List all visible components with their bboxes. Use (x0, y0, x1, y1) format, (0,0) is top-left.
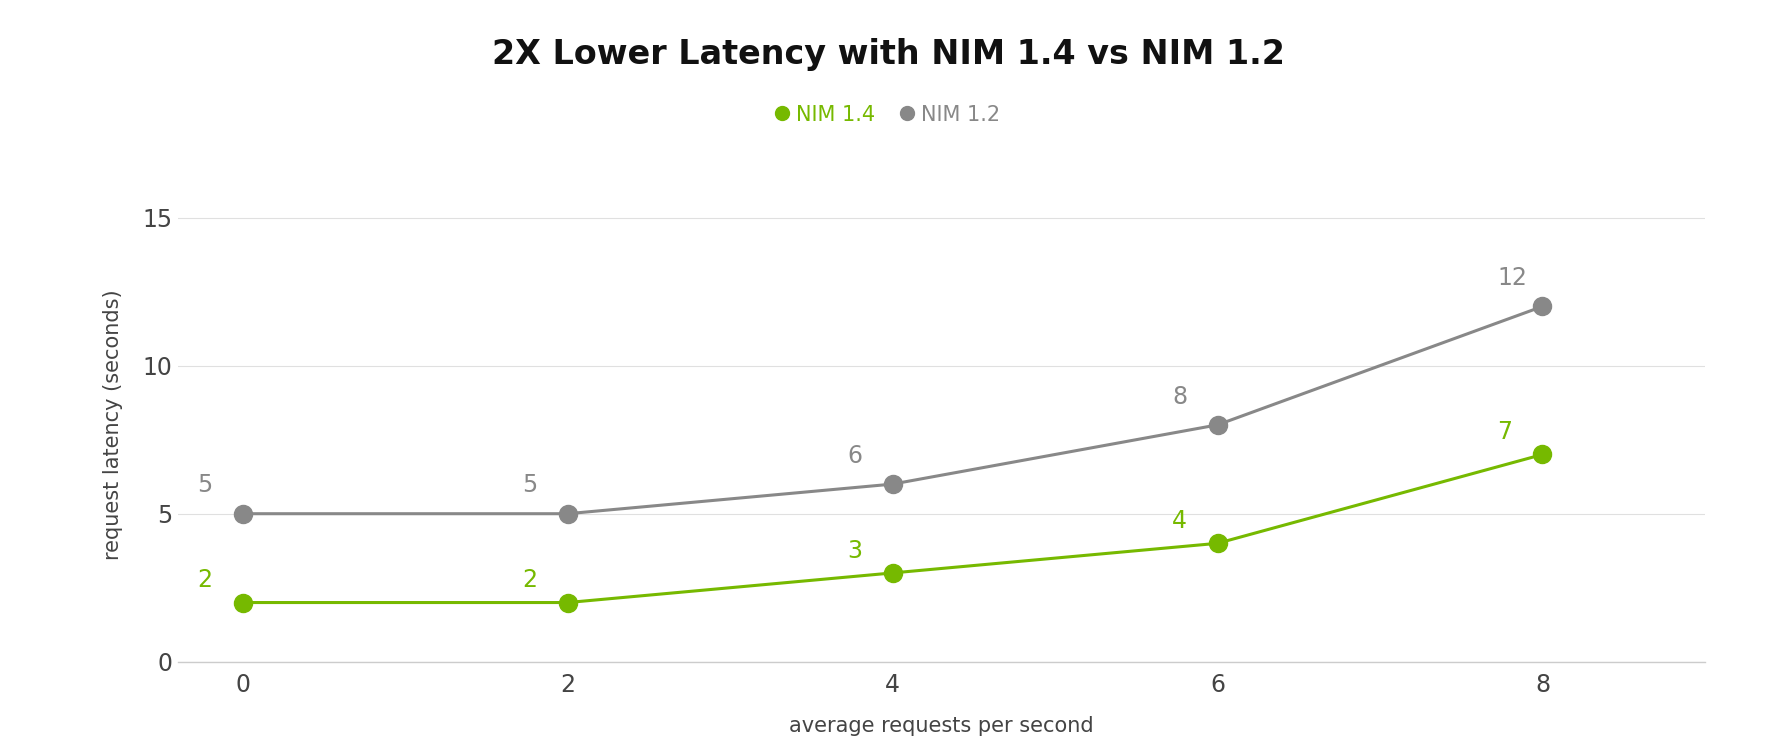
Text: 2: 2 (522, 569, 536, 592)
Text: 5: 5 (522, 474, 538, 497)
Text: 3: 3 (847, 538, 861, 562)
Text: 5: 5 (197, 474, 213, 497)
Text: 7: 7 (1497, 420, 1511, 444)
X-axis label: average requests per second: average requests per second (789, 717, 1094, 736)
Legend: NIM 1.4, NIM 1.2: NIM 1.4, NIM 1.2 (776, 105, 1000, 125)
Text: 2X Lower Latency with NIM 1.4 vs NIM 1.2: 2X Lower Latency with NIM 1.4 vs NIM 1.2 (492, 38, 1284, 71)
Text: 6: 6 (847, 444, 861, 468)
Text: 12: 12 (1497, 266, 1527, 290)
Text: 4: 4 (1172, 509, 1186, 533)
Text: 2: 2 (197, 569, 211, 592)
Text: 8: 8 (1172, 384, 1186, 408)
Y-axis label: request latency (seconds): request latency (seconds) (103, 290, 123, 560)
